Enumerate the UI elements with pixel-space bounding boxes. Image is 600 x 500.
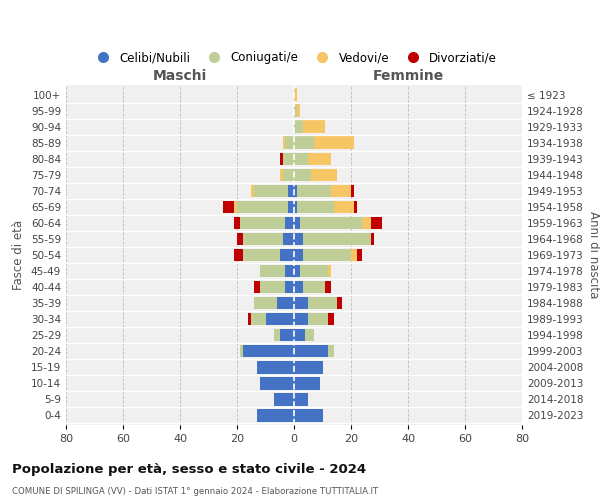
Bar xyxy=(243,232,283,245)
Bar xyxy=(294,409,323,422)
Bar xyxy=(234,200,237,213)
Bar xyxy=(260,377,294,390)
Bar xyxy=(283,232,294,245)
Bar xyxy=(294,216,300,229)
Bar xyxy=(297,184,331,197)
Bar xyxy=(297,104,300,117)
Bar xyxy=(277,297,294,310)
Bar xyxy=(283,168,294,181)
Bar xyxy=(242,345,294,358)
Text: Maschi: Maschi xyxy=(153,68,207,82)
Bar xyxy=(251,184,254,197)
Bar xyxy=(354,200,357,213)
Bar xyxy=(237,200,289,213)
Bar xyxy=(294,265,300,278)
Bar xyxy=(294,248,302,262)
Bar xyxy=(371,216,382,229)
Bar xyxy=(371,232,374,245)
Y-axis label: Fasce di età: Fasce di età xyxy=(13,220,25,290)
Bar xyxy=(294,104,297,117)
Bar xyxy=(280,248,294,262)
Bar xyxy=(234,248,242,262)
Bar xyxy=(308,297,337,310)
Bar xyxy=(294,297,308,310)
Bar xyxy=(260,265,286,278)
Bar xyxy=(286,265,294,278)
Bar xyxy=(265,313,294,326)
Bar xyxy=(254,184,289,197)
Bar xyxy=(294,88,297,101)
Bar xyxy=(280,168,283,181)
Text: Femmine: Femmine xyxy=(373,68,443,82)
Bar xyxy=(274,329,280,342)
Bar xyxy=(328,265,331,278)
Bar xyxy=(251,313,265,326)
Bar xyxy=(294,313,308,326)
Bar xyxy=(254,297,277,310)
Bar xyxy=(286,216,294,229)
Bar xyxy=(286,281,294,293)
Bar xyxy=(294,232,302,245)
Bar xyxy=(294,393,308,406)
Bar xyxy=(294,184,297,197)
Bar xyxy=(257,409,294,422)
Bar xyxy=(294,200,297,213)
Bar xyxy=(328,313,334,326)
Bar xyxy=(240,216,286,229)
Bar xyxy=(337,297,343,310)
Bar xyxy=(302,232,371,245)
Bar xyxy=(294,152,308,165)
Bar xyxy=(300,265,328,278)
Bar xyxy=(248,313,251,326)
Bar xyxy=(356,248,362,262)
Bar xyxy=(294,281,302,293)
Bar xyxy=(328,345,334,358)
Y-axis label: Anni di nascita: Anni di nascita xyxy=(587,212,600,298)
Bar xyxy=(305,329,314,342)
Bar xyxy=(286,136,294,149)
Bar xyxy=(240,345,242,358)
Bar xyxy=(289,200,294,213)
Bar xyxy=(294,120,302,133)
Bar xyxy=(260,281,286,293)
Bar xyxy=(254,281,260,293)
Bar xyxy=(325,281,331,293)
Bar xyxy=(294,377,320,390)
Bar xyxy=(294,361,323,374)
Text: COMUNE DI SPILINGA (VV) - Dati ISTAT 1° gennaio 2024 - Elaborazione TUTTITALIA.I: COMUNE DI SPILINGA (VV) - Dati ISTAT 1° … xyxy=(12,488,378,496)
Bar xyxy=(283,136,286,149)
Bar xyxy=(294,329,305,342)
Bar xyxy=(311,168,337,181)
Bar xyxy=(237,232,242,245)
Text: Popolazione per età, sesso e stato civile - 2024: Popolazione per età, sesso e stato civil… xyxy=(12,462,366,475)
Bar xyxy=(294,136,314,149)
Bar xyxy=(234,216,240,229)
Bar xyxy=(242,248,280,262)
Bar xyxy=(280,152,283,165)
Bar xyxy=(289,184,294,197)
Bar xyxy=(308,152,331,165)
Bar xyxy=(331,184,351,197)
Bar xyxy=(283,152,294,165)
Bar xyxy=(302,248,351,262)
Bar xyxy=(274,393,294,406)
Bar xyxy=(297,200,334,213)
Bar xyxy=(308,313,328,326)
Bar xyxy=(362,216,371,229)
Bar xyxy=(294,168,311,181)
Bar xyxy=(351,184,354,197)
Bar xyxy=(257,361,294,374)
Bar xyxy=(334,200,354,213)
Bar xyxy=(294,345,328,358)
Bar xyxy=(314,136,354,149)
Bar xyxy=(302,120,325,133)
Bar xyxy=(280,329,294,342)
Bar xyxy=(300,216,362,229)
Bar xyxy=(302,281,325,293)
Bar xyxy=(351,248,356,262)
Legend: Celibi/Nubili, Coniugati/e, Vedovi/e, Divorziati/e: Celibi/Nubili, Coniugati/e, Vedovi/e, Di… xyxy=(86,46,502,69)
Bar xyxy=(223,200,234,213)
